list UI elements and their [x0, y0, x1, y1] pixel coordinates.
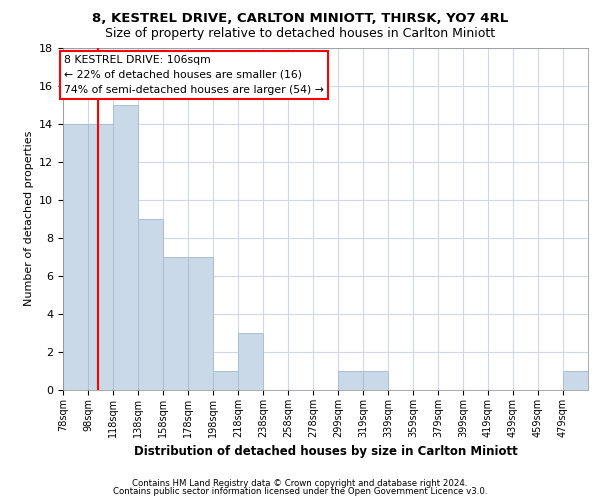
X-axis label: Distribution of detached houses by size in Carlton Miniott: Distribution of detached houses by size …: [134, 446, 517, 458]
Bar: [188, 257, 213, 390]
Bar: [363, 371, 388, 390]
Text: Contains public sector information licensed under the Open Government Licence v3: Contains public sector information licen…: [113, 487, 487, 496]
Text: Size of property relative to detached houses in Carlton Miniott: Size of property relative to detached ho…: [105, 28, 495, 40]
Bar: [63, 124, 88, 390]
Text: 8 KESTREL DRIVE: 106sqm
← 22% of detached houses are smaller (16)
74% of semi-de: 8 KESTREL DRIVE: 106sqm ← 22% of detache…: [64, 55, 324, 94]
Bar: [338, 371, 363, 390]
Text: 8, KESTREL DRIVE, CARLTON MINIOTT, THIRSK, YO7 4RL: 8, KESTREL DRIVE, CARLTON MINIOTT, THIRS…: [92, 12, 508, 26]
Bar: [238, 333, 263, 390]
Y-axis label: Number of detached properties: Number of detached properties: [23, 131, 34, 306]
Bar: [88, 124, 113, 390]
Bar: [163, 257, 188, 390]
Bar: [563, 371, 588, 390]
Text: Contains HM Land Registry data © Crown copyright and database right 2024.: Contains HM Land Registry data © Crown c…: [132, 478, 468, 488]
Bar: [113, 104, 138, 390]
Bar: [213, 371, 238, 390]
Bar: [138, 219, 163, 390]
